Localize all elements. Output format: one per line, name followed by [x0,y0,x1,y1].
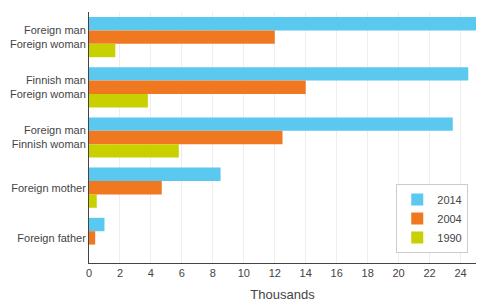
svg-text:Foreign father: Foreign father [17,232,86,244]
svg-text:2004: 2004 [437,213,461,225]
svg-text:2: 2 [117,267,123,279]
svg-text:14: 14 [300,267,312,279]
svg-text:Finnish manForeign woman: Finnish manForeign woman [10,74,86,100]
svg-text:10: 10 [238,267,250,279]
svg-text:1990: 1990 [437,232,461,244]
svg-text:12: 12 [269,267,281,279]
svg-text:22: 22 [423,267,435,279]
svg-text:0: 0 [86,267,92,279]
svg-text:Foreign mother: Foreign mother [11,182,86,194]
svg-text:4: 4 [148,267,154,279]
svg-text:Foreign manForeign woman: Foreign manForeign woman [10,24,86,50]
svg-text:8: 8 [210,267,216,279]
svg-text:24: 24 [454,267,466,279]
svg-text:6: 6 [179,267,185,279]
svg-text:18: 18 [362,267,374,279]
svg-text:Thousands: Thousands [250,287,315,302]
svg-text:20: 20 [392,267,404,279]
svg-text:16: 16 [331,267,343,279]
svg-text:Foreign manFinnish woman: Foreign manFinnish woman [12,124,86,150]
svg-text:2014: 2014 [437,194,461,206]
